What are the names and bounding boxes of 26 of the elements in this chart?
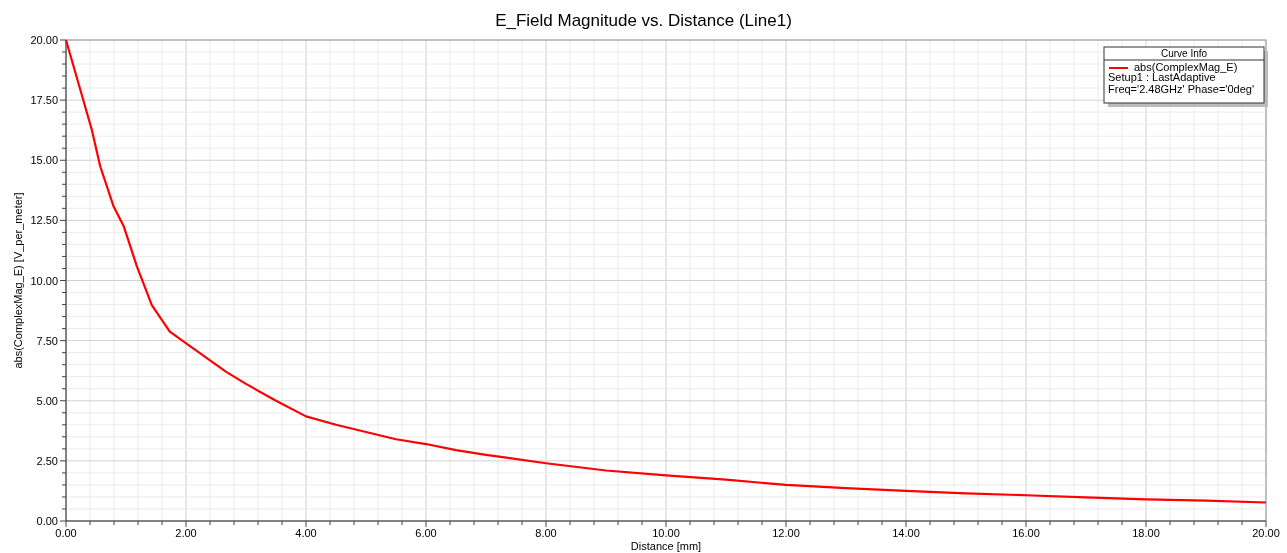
y-tick-label: 5.00: [36, 394, 58, 407]
x-tick-label: 0.00: [55, 527, 77, 539]
annotation: Freq='2.48GHz' Phase='0deg': [1108, 83, 1254, 95]
x-tick-label: 16.00: [1012, 527, 1040, 539]
x-tick-label: 6.00: [415, 527, 437, 539]
y-tick-label: 0.00: [36, 515, 58, 527]
y-tick-label: 15.00: [30, 154, 58, 167]
y-tick-label: 12.50: [30, 214, 58, 227]
x-tick-label: 14.00: [892, 527, 920, 539]
chart-title: E_Field Magnitude vs. Distance (Line1): [495, 11, 792, 30]
x-tick-label: 18.00: [1132, 527, 1160, 539]
y-tick-label: 10.00: [30, 274, 58, 287]
x-axis-title: Distance [mm]: [630, 540, 702, 552]
x-tick-label: 20.00: [1252, 527, 1280, 539]
y-tick-label: 7.50: [36, 334, 58, 347]
x-tick-label: 12.00: [772, 527, 800, 539]
y-tick-label: 2.50: [36, 454, 58, 467]
y-tick-label: 20.00: [30, 34, 58, 46]
x-tick-label: 4.00: [295, 527, 317, 539]
x-tick-label: 8.00: [535, 527, 557, 539]
x-tick-label: 10.00: [652, 527, 680, 539]
legend-title: Curve Info: [1160, 48, 1208, 59]
y-tick-label: 17.50: [30, 94, 58, 107]
x-tick-label: 2.00: [175, 527, 197, 539]
legend-label: abs(ComplexMag_E): [1134, 61, 1238, 73]
y-axis-title: abs(ComplexMag_E) [V_per_meter]: [12, 192, 24, 369]
